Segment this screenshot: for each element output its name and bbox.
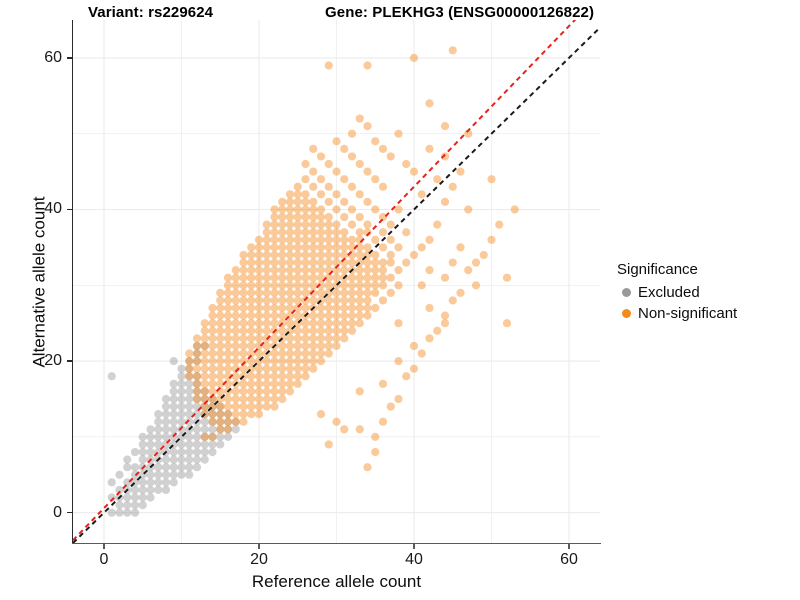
x-axis-label: Reference allele count [251,572,422,591]
y-tick-label: 20 [44,352,62,370]
x-tick-mark [258,544,260,549]
legend-key-dot-icon [622,288,631,297]
x-tick-mark [103,544,105,549]
plot-panel [73,20,600,543]
legend-item-label: Non-significant [638,305,738,322]
x-tick-label: 0 [99,551,109,568]
x-tick-label: 60 [560,551,578,568]
legend: Significance Excluded Non-significant [617,260,795,324]
x-tick-mark [413,544,415,549]
legend-item-excluded[interactable]: Excluded [617,282,795,303]
x-tick-mark [568,544,570,549]
y-axis-label: Alternative allele count [29,196,49,368]
x-tick-label: 20 [250,551,268,568]
y-tick-mark [67,57,72,59]
y-tick-mark [67,360,72,362]
y-tick-mark [67,208,72,211]
y-axis-line [72,20,74,543]
legend-key-dot-icon [622,309,631,318]
legend-item-label: Excluded [638,284,700,301]
gridlines [73,20,600,543]
legend-title: Significance [617,261,698,278]
y-tick-label: 40 [44,200,62,218]
y-tick-label: 60 [44,48,62,66]
x-axis-line [72,543,601,545]
variant-title: Variant: rs229624 [88,4,214,21]
data-points [107,46,519,517]
y-tick-mark [67,512,72,514]
plot-canvas [73,20,600,543]
x-tick-label: 40 [405,551,423,568]
y-tick-label: 0 [53,503,62,521]
reference-lines [73,20,600,543]
legend-item-non-significant[interactable]: Non-significant [617,303,795,324]
gene-title: Gene: PLEKHG3 (ENSG00000126822) [325,4,595,21]
legend-items: Excluded Non-significant [617,282,795,324]
